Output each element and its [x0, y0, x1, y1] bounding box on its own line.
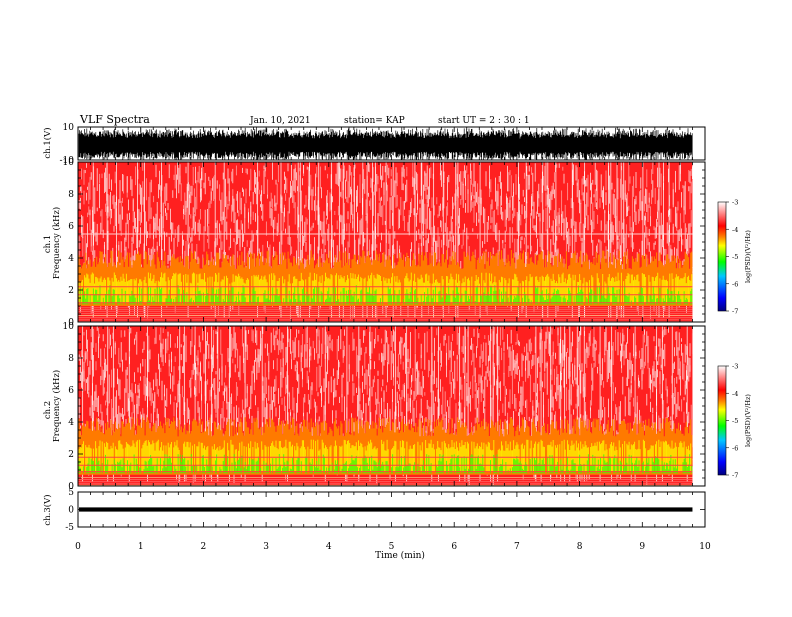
- colorbar-tick-label: -4: [732, 226, 738, 234]
- x-tick-label: 10: [699, 542, 711, 552]
- start-time-label: start UT = 2 : 30 : 1: [438, 116, 530, 126]
- ch2-spectrogram-panel: [77, 325, 706, 487]
- ch3-waveform-line: [79, 507, 693, 512]
- y-tick-label: 0: [68, 318, 74, 328]
- colorbar-tick-label: -3: [732, 363, 738, 371]
- ch3-waveform-ylabel: ch.3(V): [42, 494, 53, 525]
- x-axis-label: Time (min): [375, 550, 425, 561]
- ch3-waveform-panel: [77, 491, 706, 528]
- colorbar-tick-label: -3: [732, 199, 738, 207]
- spectrogram-streaks: [82, 326, 688, 482]
- colorbar-tick-label: -7: [732, 472, 738, 480]
- x-tick-label: 1: [138, 542, 144, 552]
- y-tick-label: 4: [68, 418, 74, 428]
- colorbars-layer: -3 -4 -5 -6 -7 log(PSD)(V²/Hz) -3 -4 -5 -6 -7 log(P…: [717, 199, 752, 480]
- x-tick-label: 2: [201, 542, 207, 552]
- y-tick-label: 0: [68, 506, 74, 516]
- x-tick-label: 4: [326, 542, 332, 552]
- y-tick-label: 4: [68, 254, 74, 264]
- y-tick-label: -10: [60, 156, 75, 166]
- x-tick-label: 9: [639, 542, 645, 552]
- ch1-waveform-ylabel: ch.1(V): [42, 127, 53, 158]
- ch2-channel-label: ch.2: [43, 401, 53, 419]
- colorbar-2: [717, 365, 727, 476]
- ch1-spectrogram-image: [77, 162, 693, 322]
- y-tick-label: -5: [65, 523, 74, 533]
- ch1-spectrogram-panel: [77, 161, 706, 323]
- y-tick-label: 8: [68, 190, 74, 200]
- y-tick-label: 8: [68, 354, 74, 364]
- y-tick-label: 10: [63, 322, 75, 332]
- ch3-waveform-trace: [79, 507, 693, 512]
- y-tick-label: 2: [68, 450, 74, 460]
- station-label: station= KAP: [344, 116, 405, 126]
- x-tick-label: 5: [389, 542, 395, 552]
- y-tick-label: 6: [68, 222, 74, 232]
- colorbar-label: log(PSD)(V²/Hz): [744, 394, 752, 447]
- y-tick-label: 10: [63, 158, 75, 168]
- date-label: Jan. 10, 2021: [249, 116, 311, 126]
- ch1-channel-label: ch.1: [43, 235, 53, 253]
- ch2-spectrogram-image: [77, 326, 693, 487]
- colorbar-tick-label: -5: [732, 417, 738, 425]
- colorbar-tick-label: -6: [732, 444, 738, 452]
- spectrogram-streaks: [92, 162, 670, 318]
- x-tick-label: 8: [577, 542, 583, 552]
- y-tick-label: 2: [68, 286, 74, 296]
- x-tick-label: 6: [451, 542, 457, 552]
- y-tick-label: 10: [63, 123, 75, 133]
- colorbar-tick-label: -5: [732, 253, 738, 261]
- colorbar-label: log(PSD)(V²/Hz): [744, 230, 752, 283]
- x-tick-label: 3: [263, 542, 269, 552]
- x-tick-label: 7: [514, 542, 520, 552]
- ch1-frequency-ylabel: Frequency (kHz): [51, 207, 62, 279]
- y-tick-label: 6: [68, 386, 74, 396]
- x-tick-label: 0: [75, 542, 81, 552]
- ch2-frequency-ylabel: Frequency (kHz): [51, 370, 62, 442]
- colorbar-tick-label: -6: [732, 280, 738, 288]
- figure-title: VLF Spectra: [79, 113, 150, 126]
- colorbar-tick-label: -4: [732, 390, 738, 398]
- colorbar-1: [717, 201, 727, 312]
- y-tick-label: 5: [68, 488, 74, 498]
- ch1-waveform-line: [78, 127, 693, 160]
- colorbar-tick-label: -7: [732, 308, 738, 316]
- ch1-waveform-trace: [78, 127, 693, 160]
- y-tick-label: 0: [68, 482, 74, 492]
